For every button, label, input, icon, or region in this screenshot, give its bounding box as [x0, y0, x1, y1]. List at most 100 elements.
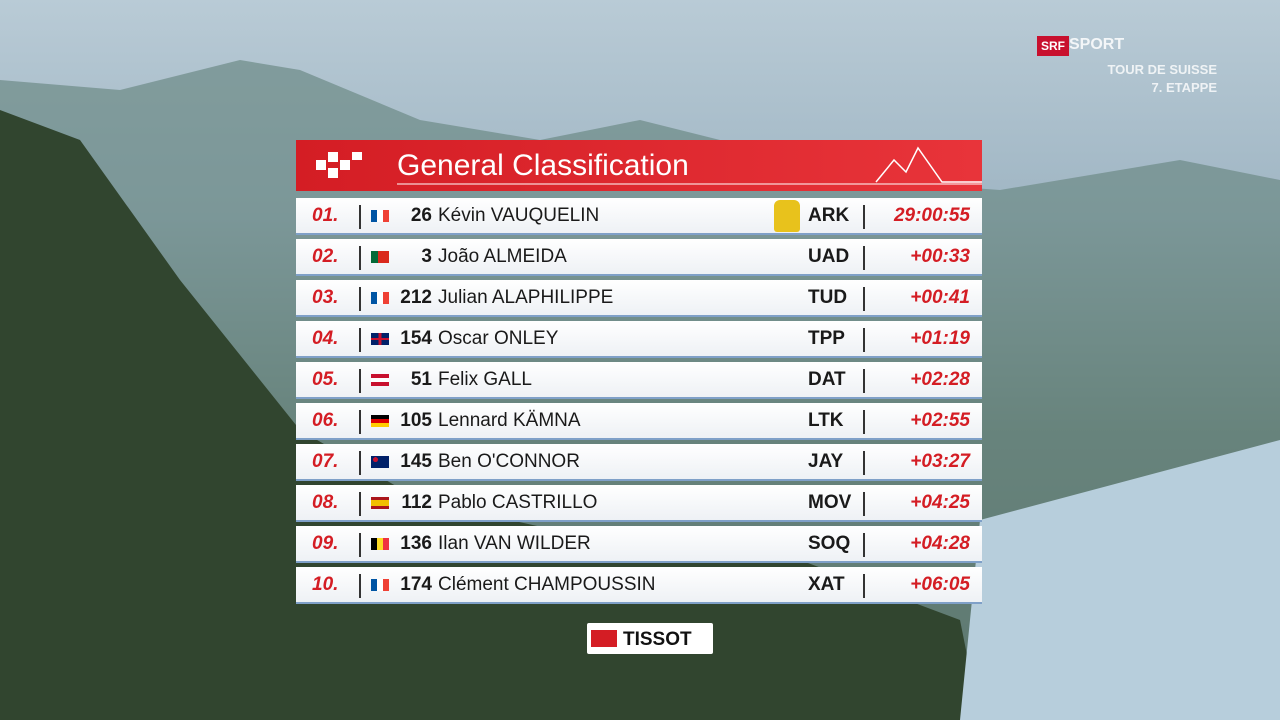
divider	[359, 451, 361, 475]
rank: 02.	[312, 246, 339, 267]
time: +04:28	[910, 533, 970, 554]
divider	[863, 451, 865, 475]
team-code: XAT	[808, 574, 845, 595]
bib-number: 174	[400, 574, 432, 595]
rider-name: João ALMEIDA	[438, 246, 567, 267]
flag	[371, 415, 389, 427]
rank: 06.	[312, 410, 339, 431]
rank: 09.	[312, 533, 339, 554]
flag	[371, 497, 389, 509]
table-row: 09. 136 Ilan VAN WILDER SOQ +04:28	[296, 526, 982, 563]
divider	[359, 246, 361, 270]
divider	[863, 328, 865, 352]
lake	[960, 440, 1280, 720]
divider	[863, 287, 865, 311]
divider	[863, 410, 865, 434]
rank: 05.	[312, 369, 339, 390]
table-row: 03. 212 Julian ALAPHILIPPE TUD +00:41	[296, 280, 982, 317]
divider	[359, 492, 361, 516]
flag	[371, 251, 389, 263]
divider	[863, 492, 865, 516]
table-row: 04. 154 Oscar ONLEY TPP +01:19	[296, 321, 982, 358]
divider	[863, 574, 865, 598]
table-row: 05. 51 Felix GALL DAT +02:28	[296, 362, 982, 399]
team-code: DAT	[808, 369, 846, 390]
table-row: 10. 174 Clément CHAMPOUSSIN XAT +06:05	[296, 567, 982, 604]
table-row: 02. 3 João ALMEIDA UAD +00:33	[296, 239, 982, 276]
bib-number: 105	[400, 410, 432, 431]
time: +02:55	[910, 410, 970, 431]
time: +04:25	[910, 492, 970, 513]
table-row: 07. 145 Ben O'CONNOR JAY +03:27	[296, 444, 982, 481]
rider-name: Clément CHAMPOUSSIN	[438, 574, 656, 595]
sponsor: TISSOT	[587, 623, 713, 654]
flag	[371, 292, 389, 304]
time: +02:28	[910, 369, 970, 390]
leader-jersey	[774, 200, 800, 232]
rider-name: Ilan VAN WILDER	[438, 533, 591, 554]
rider-name: Pablo CASTRILLO	[438, 492, 598, 513]
bib-number: 51	[410, 369, 432, 390]
time: +01:19	[910, 328, 970, 349]
flag	[371, 579, 389, 591]
team-code: MOV	[808, 492, 852, 513]
title: General Classification	[397, 149, 689, 182]
rank: 07.	[312, 451, 339, 472]
rider-name: Oscar ONLEY	[438, 328, 559, 349]
flag	[371, 456, 389, 468]
bib-number: 154	[400, 328, 432, 349]
table-row: 08. 112 Pablo CASTRILLO MOV +04:25	[296, 485, 982, 522]
flag	[371, 333, 389, 345]
bib-number: 212	[400, 287, 432, 308]
race: TOUR DE SUISSE	[1107, 62, 1217, 77]
bib-number: 26	[410, 205, 432, 226]
flag	[371, 210, 389, 222]
flag	[371, 374, 389, 386]
table-row: 01. 26 Kévin VAUQUELIN ARK 29:00:55	[296, 198, 982, 235]
rank: 01.	[312, 205, 339, 226]
time: 29:00:55	[893, 205, 970, 226]
sponsor-name: TISSOT	[623, 629, 692, 650]
rider-name: Julian ALAPHILIPPE	[438, 287, 614, 308]
divider	[359, 328, 361, 352]
rank: 08.	[312, 492, 339, 513]
team-code: TPP	[808, 328, 845, 349]
rank: 03.	[312, 287, 339, 308]
divider	[359, 574, 361, 598]
divider	[863, 369, 865, 393]
rank: 04.	[312, 328, 339, 349]
time: +00:33	[910, 246, 970, 267]
sponsor-mark	[591, 630, 617, 647]
time: +06:05	[910, 574, 970, 595]
bib-number: 136	[400, 533, 432, 554]
header: General Classification	[296, 140, 982, 191]
bib-number: 3	[421, 246, 432, 267]
team-code: LTK	[808, 410, 844, 431]
table-row: 06. 105 Lennard KÄMNA LTK +02:55	[296, 403, 982, 440]
team-code: ARK	[808, 205, 850, 226]
time: +00:41	[910, 287, 970, 308]
team-code: UAD	[808, 246, 850, 267]
channel: SPORT	[1069, 36, 1125, 53]
divider	[863, 246, 865, 270]
divider	[863, 533, 865, 557]
logo: SRF	[1037, 36, 1069, 56]
rider-name: Felix GALL	[438, 369, 532, 390]
rider-name: Ben O'CONNOR	[438, 451, 580, 472]
rider-name: Lennard KÄMNA	[438, 410, 581, 431]
divider	[863, 205, 865, 229]
divider	[359, 533, 361, 557]
flag	[371, 538, 389, 550]
team-code: TUD	[808, 287, 848, 308]
divider	[359, 205, 361, 229]
time: +03:27	[910, 451, 970, 472]
rider-name: Kévin VAUQUELIN	[438, 205, 600, 226]
team-code: JAY	[808, 451, 844, 472]
bib-number: 112	[401, 492, 432, 513]
divider	[359, 369, 361, 393]
bib-number: 145	[400, 451, 432, 472]
divider	[359, 410, 361, 434]
rank: 10.	[312, 574, 339, 595]
